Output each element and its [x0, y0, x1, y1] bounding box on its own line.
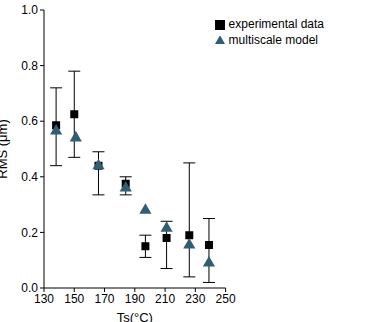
svg-text:170: 170	[95, 292, 115, 306]
svg-text:210: 210	[155, 292, 175, 306]
html-text:multiscale model: multiscale model	[228, 33, 318, 47]
svg-text:0.2: 0.2	[21, 226, 38, 240]
svg-text:0.0: 0.0	[21, 281, 38, 295]
svg-text:Ts(°C): Ts(°C)	[117, 310, 153, 322]
svg-text:230: 230	[185, 292, 205, 306]
svg-text:150: 150	[64, 292, 84, 306]
svg-text:190: 190	[125, 292, 145, 306]
html-text:experimental data: experimental data	[228, 17, 324, 31]
svg-text:1.0: 1.0	[21, 3, 38, 17]
svg-text:RMS (μm): RMS (μm)	[8, 119, 10, 178]
svg-text:0.6: 0.6	[21, 114, 38, 128]
svg-text:130: 130	[34, 291, 54, 306]
svg-text:0.8: 0.8	[21, 59, 38, 73]
svg-text:250: 250	[216, 292, 236, 306]
svg-text:0.4: 0.4	[21, 170, 38, 184]
